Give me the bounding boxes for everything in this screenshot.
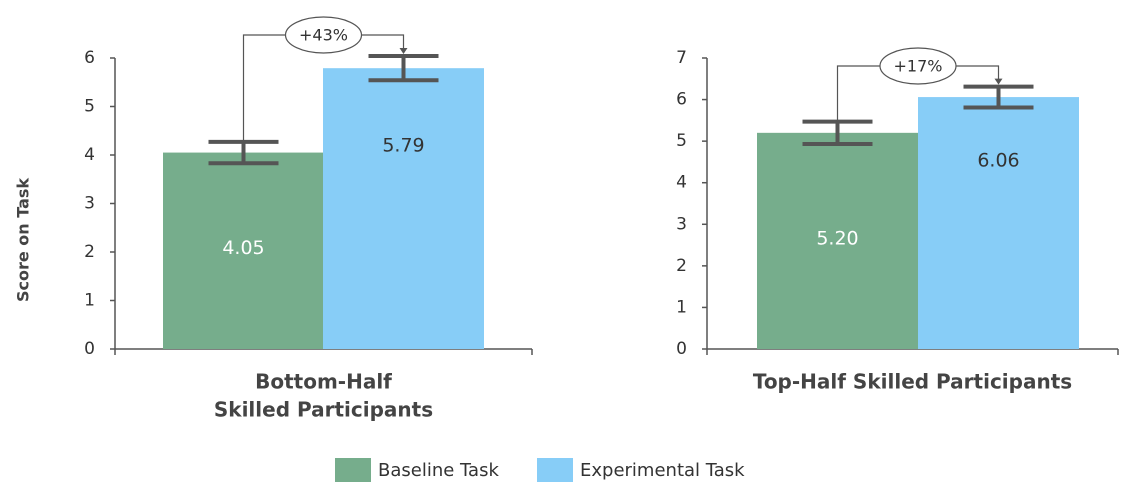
annotation-bubble	[879, 47, 957, 85]
x-axis-label: Bottom-Half	[255, 370, 392, 394]
legend-label: Baseline Task	[378, 460, 499, 481]
annotation: +17%	[894, 57, 943, 76]
y-tick-label: 7	[676, 48, 687, 68]
y-tick-label: 4	[676, 173, 687, 193]
x-axis-label: Skilled Participants	[214, 398, 433, 422]
annotation: +43%	[299, 26, 348, 45]
annotation-bubble	[284, 16, 363, 54]
y-tick-label: 3	[84, 194, 95, 214]
y-tick-label: 2	[84, 242, 95, 262]
y-tick-label: 1	[676, 297, 687, 317]
y-tick-label: 1	[84, 291, 95, 311]
bar	[757, 132, 918, 349]
error-bar	[963, 84, 1034, 110]
error-bar	[368, 54, 439, 83]
bar	[323, 68, 484, 349]
y-tick-label: 6	[676, 90, 687, 110]
y-tick-label: 3	[676, 214, 687, 234]
legend-swatch	[335, 458, 371, 482]
value-label: 4.05	[222, 237, 264, 259]
y-tick-label: 0	[676, 339, 687, 359]
legend-swatch	[537, 458, 573, 482]
value-label: 5.20	[816, 227, 858, 249]
y-tick-label: 0	[84, 339, 95, 359]
bar	[918, 97, 1079, 349]
legend-label: Experimental Task	[580, 460, 745, 481]
value-label: 5.79	[382, 135, 424, 157]
y-tick-label: 2	[676, 256, 687, 276]
y-tick-label: 4	[84, 145, 95, 165]
y-tick-label: 5	[84, 97, 95, 117]
y-tick-label: 6	[84, 48, 95, 68]
x-axis-label: Top-Half Skilled Participants	[753, 370, 1072, 394]
value-label: 6.06	[977, 149, 1019, 171]
y-tick-label: 5	[676, 131, 687, 151]
annotation-arrow	[994, 78, 1003, 85]
annotation-arrow	[399, 48, 408, 55]
bar	[163, 152, 324, 349]
y-axis-label: Score on Task	[14, 178, 33, 302]
